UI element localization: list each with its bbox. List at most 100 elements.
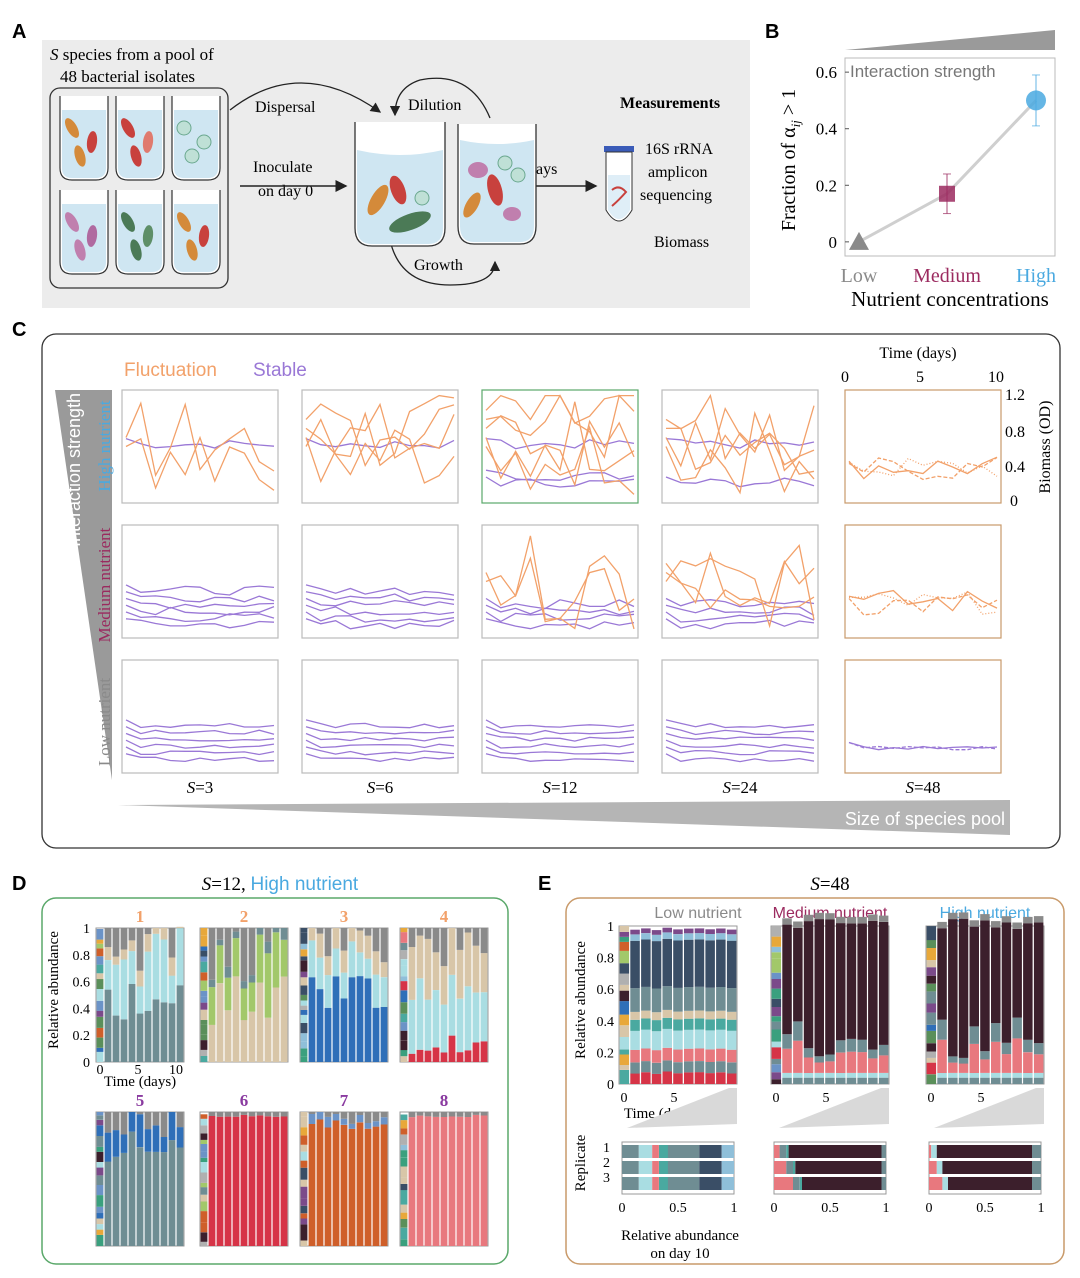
- community-abundance-bar: [120, 1112, 128, 1135]
- stable-trajectory: [305, 746, 455, 756]
- time-axis-label: Time (days): [879, 345, 956, 362]
- community-abundance-bar: [264, 1112, 272, 1117]
- community-abundance-bar: [340, 998, 348, 1062]
- community-abundance-bar: [96, 1047, 104, 1052]
- growth-label: Growth: [414, 257, 463, 274]
- pool-size-label: S=3: [187, 778, 214, 797]
- stable-trajectory: [125, 719, 275, 729]
- community-abundance-bar: [424, 1112, 432, 1117]
- community-abundance-bar: [472, 1042, 480, 1062]
- community-abundance-bar: [619, 950, 630, 964]
- community-abundance-bar: [878, 1072, 889, 1078]
- panel-d-ytick: 0.6: [73, 976, 91, 991]
- panel-b-yticks: 0 0.2 0.4 0.6: [816, 63, 849, 252]
- community-abundance-bar: [937, 921, 947, 929]
- panel-d-grid: 1 2 3 4 5 6 7 8 1 0.8 0.6 0.4 0.2 0 0 5 10: [73, 907, 489, 1247]
- community-abundance-bar: [694, 1048, 705, 1061]
- community-abundance-bar: [400, 1030, 408, 1041]
- community-abundance-bar: [694, 939, 705, 987]
- community-abundance-bar: [771, 988, 782, 999]
- community-abundance-bar: [814, 919, 824, 1057]
- community-abundance-bar: [160, 1112, 168, 1137]
- community-abundance-bar: [240, 988, 248, 1021]
- community-abundance-bar: [300, 1033, 308, 1042]
- community-abundance-bar: [176, 928, 184, 986]
- community-abundance-bar: [991, 1041, 1001, 1073]
- community-abundance-bar: [673, 1049, 683, 1063]
- community-abundance-bar: [716, 1048, 726, 1062]
- community-abundance-bar: [846, 1077, 857, 1084]
- community-abundance-bar: [662, 1009, 672, 1018]
- fluctuating-trajectory: [665, 571, 815, 609]
- panel-d-xtick: 10: [169, 1063, 183, 1078]
- community-number: 3: [340, 907, 349, 926]
- community-abundance-bar: [120, 1019, 128, 1062]
- replicate-segment: [638, 1145, 653, 1158]
- community-abundance-bar: [340, 1124, 348, 1246]
- community-abundance-bar: [456, 1052, 464, 1062]
- community-abundance-bar: [1023, 1039, 1033, 1053]
- community-abundance-bar: [472, 928, 480, 946]
- community-abundance-bar: [248, 1112, 256, 1117]
- pool-size-s: S: [367, 778, 376, 797]
- community-abundance-bar: [152, 933, 160, 1000]
- panel-d-xlabel: Time (days): [104, 1074, 176, 1090]
- category-label-medium: Medium: [913, 265, 981, 287]
- community-abundance-bar: [705, 987, 715, 1012]
- isolate-tube: [115, 96, 165, 181]
- community-abundance-bar: [200, 1157, 208, 1162]
- community-abundance-bar: [771, 1064, 782, 1073]
- community-abundance-bar: [324, 1116, 332, 1128]
- community-abundance-bar: [641, 928, 651, 934]
- panel-e-xtick: 5: [671, 1091, 678, 1106]
- cell: [65, 118, 79, 138]
- community-abundance-bar: [448, 1116, 456, 1246]
- stable-trajectory: [665, 719, 815, 729]
- measure-line1: 16S rRNA: [645, 141, 713, 158]
- fluctuating-trajectory: [485, 535, 635, 620]
- community-abundance-bar: [200, 1114, 208, 1119]
- community-abundance-bar: [630, 1062, 640, 1074]
- community-abundance-bar: [372, 1126, 380, 1246]
- community-abundance-bar: [112, 1112, 120, 1131]
- stable-trajectory: [125, 746, 275, 756]
- community-abundance-bar: [96, 939, 104, 944]
- replicate-xtick: 0.5: [821, 1201, 839, 1216]
- community-abundance-bar: [630, 1049, 640, 1063]
- community-abundance-bar: [716, 1061, 726, 1073]
- community-abundance-bar: [641, 1061, 651, 1073]
- community-abundance-bar: [264, 941, 272, 954]
- community-abundance-bar: [846, 1051, 857, 1073]
- community-abundance-bar: [878, 1077, 889, 1084]
- community-abundance-bar: [716, 928, 726, 934]
- replicate-segment: [699, 1161, 722, 1174]
- community-abundance-bar: [96, 1206, 104, 1214]
- panel-b-ylabel: Fraction of αij > 1: [778, 89, 803, 231]
- legend-fluctuation: Fluctuation: [124, 360, 217, 381]
- community-abundance-bar: [300, 1205, 308, 1214]
- fluctuating-trajectory: [665, 406, 815, 472]
- community-abundance-bar: [96, 1146, 104, 1152]
- panel-c: C Fluctuation Stable Interaction strengt…: [12, 319, 1061, 849]
- community-abundance-bar: [684, 1048, 694, 1062]
- community-abundance-bar: [200, 1034, 208, 1041]
- community-abundance-bar: [144, 934, 152, 952]
- replicate-segment: [942, 1161, 1032, 1174]
- community-abundance-bar: [96, 973, 104, 980]
- community-abundance-bar: [144, 1112, 152, 1130]
- stable-trajectory: [125, 732, 275, 742]
- community-abundance-bar: [96, 1027, 104, 1038]
- panel-e-xtick: 0: [773, 1091, 780, 1106]
- marker-low: [849, 231, 869, 250]
- community-abundance-bar: [814, 1062, 824, 1073]
- community-abundance-bar: [224, 928, 232, 967]
- community-abundance-bar: [120, 928, 128, 950]
- community-abundance-bar: [991, 1072, 1001, 1078]
- stable-trajectory: [305, 753, 455, 762]
- panel-d-title: S=12, High nutrient: [202, 874, 359, 895]
- community-abundance-bar: [1033, 1077, 1044, 1084]
- community-abundance-bar: [440, 928, 448, 967]
- community-abundance-bar: [846, 923, 857, 1039]
- community-abundance-bar: [641, 1018, 651, 1030]
- replicate-segment: [721, 1145, 734, 1158]
